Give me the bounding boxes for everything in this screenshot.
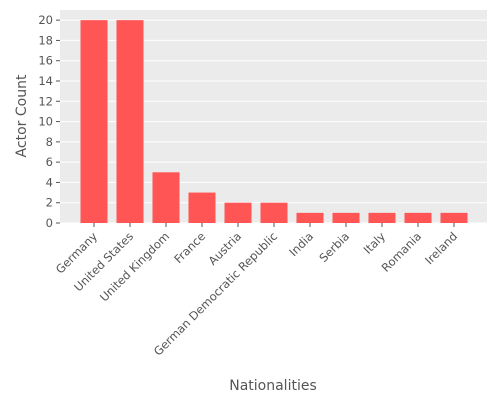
y-tick-label: 4: [46, 175, 53, 189]
y-tick-label: 8: [46, 135, 53, 149]
bar-france: [188, 192, 216, 223]
y-axis-ticks: 0 2 4 6 8 10 12 14 16 18 20: [38, 13, 60, 230]
y-tick-label: 2: [46, 196, 53, 210]
y-axis-title: Actor Count: [14, 74, 30, 157]
y-tick-label: 6: [46, 155, 53, 169]
x-axis-title: Nationalities: [229, 378, 317, 394]
bar-united-kingdom: [152, 172, 180, 223]
x-tick-label: Serbia: [316, 229, 352, 265]
bar-romania: [404, 212, 432, 223]
y-tick-label: 16: [38, 54, 53, 68]
bar-germany: [80, 20, 108, 224]
bars: [80, 20, 468, 224]
bar-italy: [368, 212, 396, 223]
y-tick-label: 14: [38, 74, 53, 88]
x-tick-label: Italy: [361, 229, 389, 257]
x-tick-label: India: [286, 229, 316, 259]
bar-austria: [224, 202, 252, 223]
y-tick-label: 12: [38, 94, 53, 108]
bar-india: [296, 212, 324, 223]
bar-ireland: [440, 212, 468, 223]
bar-united-states: [116, 20, 144, 224]
y-tick-label: 18: [38, 33, 53, 47]
x-tick-label: France: [171, 229, 208, 266]
y-tick-label: 20: [38, 13, 53, 27]
y-tick-label: 0: [46, 216, 53, 230]
x-tick-label: Ireland: [422, 229, 460, 267]
x-tick-label: Romania: [379, 229, 424, 274]
y-tick-label: 10: [38, 115, 53, 129]
bar-german-democratic-republic: [260, 202, 288, 223]
bar-serbia: [332, 212, 360, 223]
